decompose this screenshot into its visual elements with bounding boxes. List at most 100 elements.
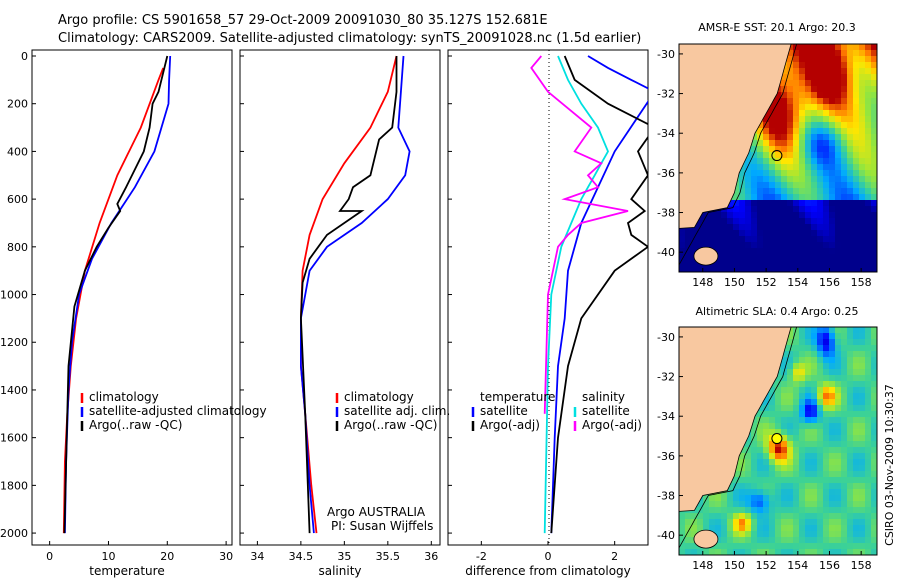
sla-map-cell [871, 525, 877, 532]
sla-map-cell [811, 363, 818, 370]
sla-map-cell [847, 441, 854, 448]
sla-map-cell [811, 507, 818, 514]
sla-map-cell [781, 429, 788, 436]
sla-map-cell [835, 501, 842, 508]
sst-map-cell [835, 98, 842, 105]
sla-map-cell [823, 483, 830, 490]
sla-map-cell [829, 519, 836, 526]
sst-map-cell [745, 260, 752, 267]
sla-map-cell [835, 369, 842, 376]
sst-map-cell [781, 212, 788, 219]
sla-map-cell [715, 501, 722, 508]
sst-map-cell [835, 212, 842, 219]
sla-map-cell [745, 477, 752, 484]
sla-map-cell [859, 357, 866, 364]
sla-map-cell [853, 447, 860, 454]
sla-map-cell [817, 393, 824, 400]
sla-map-cell [793, 513, 800, 520]
salinity-legend-label: satellite adj. clim. [344, 404, 450, 418]
sla-map-cell [817, 351, 824, 358]
sla-map-cell [805, 453, 812, 460]
sst-map-cell [841, 194, 848, 201]
sst-map-cell [811, 80, 818, 87]
sla-map-argo-marker [771, 433, 783, 445]
sst-map-cell [733, 266, 740, 272]
sst-map-cell [775, 146, 782, 153]
sst-map-cell [805, 56, 812, 63]
sla-map-cell [763, 405, 770, 412]
sst-map-cell [835, 62, 842, 69]
sst-map-cell [835, 176, 842, 183]
difference-legend-label: Argo(-adj) [582, 418, 642, 432]
sst-map-cell [697, 266, 704, 272]
sst-map-cell [745, 152, 752, 159]
sla-map-cell [775, 489, 782, 496]
sst-map-cell [757, 254, 764, 261]
sla-map-cell [679, 525, 686, 532]
sst-map-cell [781, 188, 788, 195]
sla-map-cell [871, 405, 877, 412]
sst-map-cell [805, 260, 812, 267]
sla-map-cell [799, 381, 806, 388]
sla-map-cell [769, 447, 776, 454]
sla-map-cell [757, 411, 764, 418]
sst-map-cell [715, 230, 722, 237]
sst-map-cell [835, 74, 842, 81]
sla-map-cell [823, 477, 830, 484]
sla-map-cell [787, 435, 794, 442]
sla-map-cell [715, 531, 722, 538]
sla-map-cell [751, 447, 758, 454]
sst-map-cell [859, 236, 866, 243]
sst-map-cell [853, 248, 860, 255]
sla-map-cell [679, 543, 686, 550]
sla-map-cell [757, 465, 764, 472]
sla-map-cell [823, 435, 830, 442]
sst-map-cell [829, 134, 836, 141]
sst-map-cell [817, 116, 824, 123]
sla-map-cell [751, 453, 758, 460]
sst-map-cell [781, 236, 788, 243]
sst-map-cell [811, 86, 818, 93]
sla-map-cell [781, 381, 788, 388]
salinity-xtick-label: 35.5 [376, 550, 401, 563]
sst-map-cell [865, 230, 872, 237]
sst-map-cell [853, 176, 860, 183]
sla-map-cell [781, 483, 788, 490]
sla-map-cell [865, 429, 872, 436]
sla-map-cell [829, 507, 836, 514]
sla-map-cell [757, 459, 764, 466]
sst-map-cell [697, 230, 704, 237]
temperature-series-2 [63, 55, 169, 534]
sst-map-cell [769, 200, 776, 207]
sla-map-cell [805, 519, 812, 526]
sla-map-cell [745, 519, 752, 526]
sst-map-cell [781, 224, 788, 231]
sst-map-cell [781, 80, 788, 87]
sst-map-cell [871, 98, 877, 105]
sst-map-cell [787, 80, 794, 87]
sla-map-cell [865, 339, 872, 346]
sla-map-cell [793, 501, 800, 508]
sst-map-cell [811, 176, 818, 183]
sst-map-cell [823, 176, 830, 183]
sst-map-cell [769, 224, 776, 231]
sst-map-cell [853, 140, 860, 147]
sst-map-cell [829, 212, 836, 219]
sla-map-cell [835, 429, 842, 436]
sst-map-cell [763, 194, 770, 201]
sla-map-cell [829, 459, 836, 466]
sst-map-cell [811, 266, 818, 272]
sla-map-cell [745, 453, 752, 460]
sst-map-cell [769, 134, 776, 141]
sla-map-cell [781, 411, 788, 418]
sst-map-cell [799, 230, 806, 237]
sla-map-cell [811, 429, 818, 436]
sla-map-cell [763, 531, 770, 538]
sla-map-cell [859, 435, 866, 442]
sla-map-cell [853, 453, 860, 460]
sla-map-cell [835, 489, 842, 496]
sst-map-cell [853, 152, 860, 159]
sst-map-cell [817, 86, 824, 93]
sla-map-cell [769, 387, 776, 394]
sst-map-cell [739, 182, 746, 189]
